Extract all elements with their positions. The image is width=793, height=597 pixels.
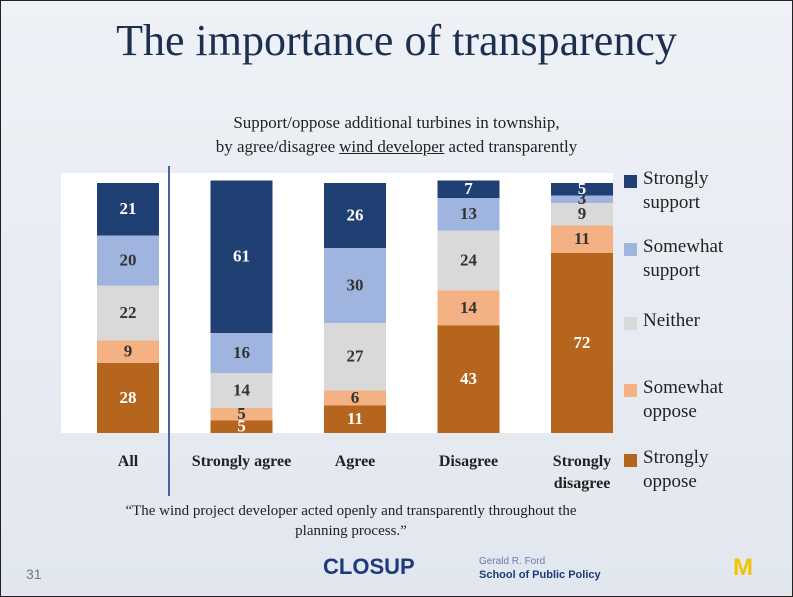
legend-swatch	[624, 384, 637, 397]
bar-segment	[97, 285, 159, 341]
title: The importance of transparency	[116, 16, 677, 65]
legend-label: Somewhat support	[643, 236, 724, 281]
legend-label: Neither	[643, 310, 700, 331]
data-label: 43	[460, 369, 477, 388]
data-label: 5	[237, 404, 246, 423]
data-label: 13	[460, 204, 477, 223]
logo: School of Public Policy	[479, 569, 601, 581]
data-label: 9	[124, 342, 133, 361]
bar-segment	[437, 198, 500, 231]
data-label: 14	[460, 298, 478, 317]
bar-segment	[324, 183, 386, 248]
legend-swatch	[624, 454, 637, 467]
bar-segment	[551, 225, 613, 253]
bar-segment	[210, 420, 273, 433]
data-label: 24	[460, 250, 478, 269]
bar-segment	[210, 333, 273, 373]
bar-segment	[437, 325, 500, 433]
data-label: 61	[233, 247, 250, 266]
data-label: 22	[120, 303, 137, 322]
data-label: 6	[351, 388, 360, 407]
logo: CLOSUP	[323, 554, 415, 579]
bar-segment	[551, 195, 613, 203]
bar-segment	[551, 183, 613, 196]
subtitle-part: by agree/disagree	[215, 137, 336, 156]
logo: Gerald R. Ford	[479, 556, 546, 567]
bar-segment	[437, 290, 500, 326]
data-label: 5	[237, 417, 246, 436]
bar-segment	[324, 390, 386, 406]
data-label: 20	[120, 250, 137, 269]
bar-segment	[210, 408, 273, 421]
x-tick-label: Strongly agree	[191, 453, 292, 470]
data-label: 3	[578, 189, 587, 208]
data-label: 11	[347, 409, 363, 428]
data-label: 26	[347, 205, 364, 224]
note: “The wind project developer acted openly…	[125, 503, 577, 539]
bar-segment	[437, 230, 500, 291]
data-label: 11	[574, 229, 590, 248]
x-tick-label: Disagree	[438, 453, 499, 470]
bar-segment	[324, 323, 386, 391]
data-label: 16	[233, 343, 250, 362]
bar-segment	[97, 363, 159, 433]
bar-segment	[551, 203, 613, 226]
data-label: 28	[120, 388, 137, 407]
subtitle-part: acted transparently	[448, 137, 578, 156]
subtitle: Support/oppose additional turbines in to…	[233, 113, 560, 132]
bar-segment	[551, 253, 613, 433]
bar-segment	[210, 373, 273, 408]
logo: M	[733, 554, 753, 581]
x-tick-label: Agree	[334, 453, 376, 470]
bar-segment	[324, 248, 386, 323]
page-number: 31	[26, 566, 42, 582]
bar-segment	[97, 235, 159, 286]
legend-swatch	[624, 243, 637, 256]
data-label: 7	[464, 179, 473, 198]
data-label: 30	[347, 275, 364, 294]
subtitle-part: wind developer	[339, 137, 445, 156]
data-label: 72	[574, 333, 591, 352]
legend-swatch	[624, 175, 637, 188]
bar-segment	[324, 405, 386, 433]
subtitle: by agree/disagree wind developer acted tra…	[1, 137, 792, 157]
bar-segment	[210, 180, 273, 333]
data-label: 27	[347, 347, 365, 366]
data-label: 5	[578, 179, 587, 198]
legend-label: Somewhat oppose	[643, 377, 724, 422]
legend-swatch	[624, 317, 637, 330]
bar-segment	[437, 180, 500, 198]
legend-label: Strongly oppose	[643, 447, 709, 492]
data-label: 14	[233, 380, 251, 399]
x-tick-label: All	[117, 453, 139, 470]
data-label: 21	[120, 199, 137, 218]
bar-segment	[97, 340, 159, 363]
bar-segment	[97, 183, 159, 236]
legend-label: Strongly support	[643, 168, 709, 213]
x-tick-label: Strongly disagree	[552, 453, 612, 492]
data-label: 9	[578, 204, 587, 223]
